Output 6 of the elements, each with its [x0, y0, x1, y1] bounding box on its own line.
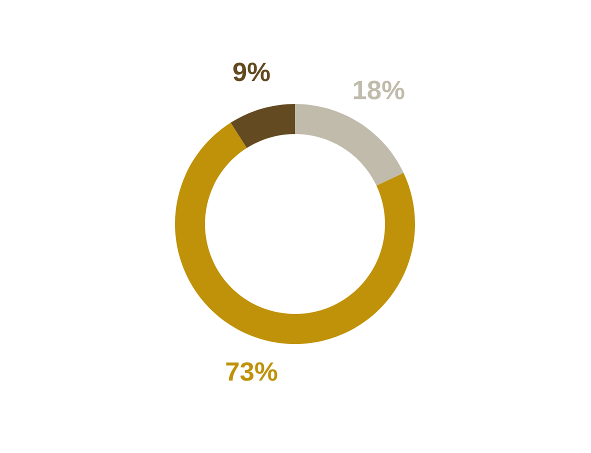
data-label: 73% — [226, 362, 278, 381]
donut-slice — [175, 122, 415, 344]
donut-slice — [230, 104, 295, 148]
data-label: 9% — [233, 62, 270, 82]
data-label: 18% — [354, 80, 404, 100]
donut-slice — [295, 104, 404, 186]
